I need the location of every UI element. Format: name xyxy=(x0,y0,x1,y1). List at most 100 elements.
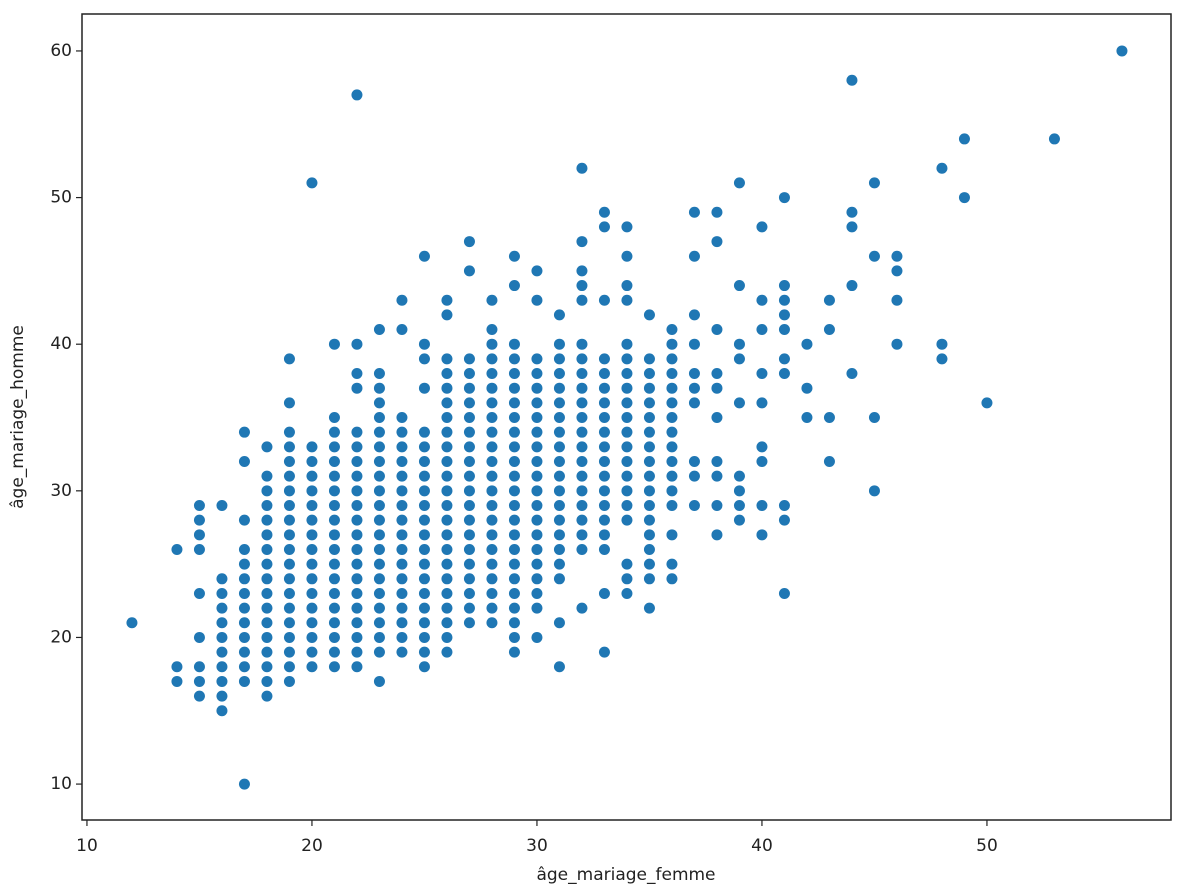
point xyxy=(351,602,363,614)
point xyxy=(643,397,655,409)
point xyxy=(598,353,610,365)
point xyxy=(261,470,273,482)
point xyxy=(868,250,880,262)
point xyxy=(666,573,678,585)
point xyxy=(373,397,385,409)
point xyxy=(508,602,520,614)
point xyxy=(508,543,520,555)
point xyxy=(891,294,903,306)
point xyxy=(351,529,363,541)
point xyxy=(463,529,475,541)
point xyxy=(328,573,340,585)
point xyxy=(598,441,610,453)
point xyxy=(261,558,273,570)
point xyxy=(598,368,610,380)
point xyxy=(238,631,250,643)
point xyxy=(508,617,520,629)
point xyxy=(508,587,520,599)
point xyxy=(531,412,543,424)
point xyxy=(508,573,520,585)
point xyxy=(351,382,363,394)
point xyxy=(598,221,610,233)
point xyxy=(756,221,768,233)
point xyxy=(688,456,700,468)
point xyxy=(733,353,745,365)
point xyxy=(531,543,543,555)
point xyxy=(373,441,385,453)
point xyxy=(508,397,520,409)
x-tick-label: 20 xyxy=(301,836,323,856)
point xyxy=(373,456,385,468)
point xyxy=(418,456,430,468)
point xyxy=(486,353,498,365)
point xyxy=(598,397,610,409)
point xyxy=(621,485,633,497)
point xyxy=(238,587,250,599)
point xyxy=(778,514,790,526)
point xyxy=(373,485,385,497)
point xyxy=(666,324,678,336)
point xyxy=(576,543,588,555)
point xyxy=(688,368,700,380)
point xyxy=(441,294,453,306)
point xyxy=(621,397,633,409)
point xyxy=(666,470,678,482)
point xyxy=(328,646,340,658)
point xyxy=(351,499,363,511)
point xyxy=(306,543,318,555)
point xyxy=(261,675,273,687)
point xyxy=(261,587,273,599)
point xyxy=(486,470,498,482)
point xyxy=(441,456,453,468)
point xyxy=(396,470,408,482)
point xyxy=(283,543,295,555)
point xyxy=(328,485,340,497)
point xyxy=(306,617,318,629)
point xyxy=(238,675,250,687)
point xyxy=(216,587,228,599)
point xyxy=(508,631,520,643)
point xyxy=(418,485,430,497)
point xyxy=(643,456,655,468)
point xyxy=(486,324,498,336)
point xyxy=(261,617,273,629)
point xyxy=(576,602,588,614)
point xyxy=(171,543,183,555)
point xyxy=(486,587,498,599)
point xyxy=(621,573,633,585)
point xyxy=(666,338,678,350)
point xyxy=(778,499,790,511)
point xyxy=(238,661,250,673)
point xyxy=(621,456,633,468)
point xyxy=(778,324,790,336)
point xyxy=(261,543,273,555)
point xyxy=(778,294,790,306)
point xyxy=(936,338,948,350)
point xyxy=(351,456,363,468)
point xyxy=(508,558,520,570)
point xyxy=(598,646,610,658)
point xyxy=(283,441,295,453)
point xyxy=(351,631,363,643)
point xyxy=(531,573,543,585)
point xyxy=(531,426,543,438)
point xyxy=(238,778,250,790)
point xyxy=(238,456,250,468)
point xyxy=(418,499,430,511)
point xyxy=(283,602,295,614)
point xyxy=(396,587,408,599)
point xyxy=(373,382,385,394)
point xyxy=(486,529,498,541)
point xyxy=(958,192,970,204)
point xyxy=(351,558,363,570)
point xyxy=(396,573,408,585)
point xyxy=(306,177,318,189)
point xyxy=(711,368,723,380)
point xyxy=(328,441,340,453)
point xyxy=(216,705,228,717)
point xyxy=(666,382,678,394)
point xyxy=(576,485,588,497)
point xyxy=(463,617,475,629)
point xyxy=(463,485,475,497)
point xyxy=(531,499,543,511)
